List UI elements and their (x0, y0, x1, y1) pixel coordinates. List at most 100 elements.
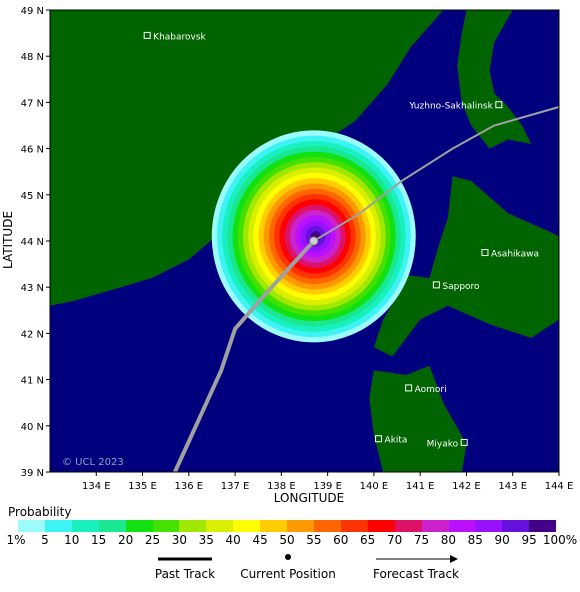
y-axis-title: LATITUDE (1, 211, 15, 269)
current-position-label: Current Position (240, 567, 336, 581)
probability-map: Khabarovsk Yuzhno-Sakhalinsk Asahikawa Sapp… (1, 6, 574, 505)
legend-swatch (529, 520, 557, 532)
city-marker (375, 435, 383, 443)
legend-label: 65 (360, 533, 376, 547)
legend-label: 30 (171, 533, 188, 547)
legend-label: 15 (91, 533, 107, 547)
legend-label: 1% (6, 533, 26, 547)
forecast-track-label: Forecast Track (373, 567, 459, 581)
legend-swatch (98, 520, 126, 532)
past-track-line (173, 239, 316, 473)
current-position-dot (309, 236, 319, 246)
city-marker (495, 101, 503, 109)
storm-track (173, 106, 560, 473)
legend-swatch (448, 520, 476, 532)
legend-label: 95 (521, 533, 537, 547)
city-markers: Khabarovsk Yuzhno-Sakhalinsk Asahikawa Sapp… (143, 31, 539, 449)
forecast-track-key: Forecast Track (366, 552, 466, 581)
lat-tick-label: 45 N (21, 191, 44, 202)
legend-swatch (287, 520, 314, 532)
legend-title: Probability (8, 505, 72, 519)
legend-label: 100% (542, 533, 578, 547)
lon-tick-label: 141 E (406, 481, 435, 492)
legend-swatch (152, 520, 180, 532)
city-label: Asahikawa (491, 250, 539, 260)
lat-tick-label: 48 N (21, 52, 44, 63)
lon-tick-label: 143 E (498, 481, 527, 492)
legend-swatch (394, 520, 422, 532)
city-label: Sapporo (442, 282, 480, 292)
lat-tick-label: 49 N (21, 6, 44, 17)
lon-tick-label: 134 E (82, 481, 111, 492)
legend-swatch (475, 520, 503, 532)
lat-tick-label: 43 N (21, 283, 44, 294)
legend-color-bar (18, 520, 557, 532)
lon-tick-label: 137 E (221, 481, 250, 492)
land-sakhalin (457, 10, 532, 149)
legend-label: 60 (333, 533, 349, 547)
lon-tick-label: 139 E (313, 481, 342, 492)
track-key: Past Track Current Position Forecast Tra… (0, 552, 580, 588)
legend-swatch (179, 520, 207, 532)
lon-tick-label: 138 E (267, 481, 296, 492)
forecast-arrow-icon (450, 555, 458, 563)
legend-swatch (340, 520, 368, 532)
legend-swatch (18, 520, 45, 532)
legend-swatch (313, 520, 341, 532)
legend-swatch (71, 520, 99, 532)
lon-tick-label: 144 E (545, 481, 574, 492)
legend-label: 10 (64, 533, 80, 547)
city-marker (481, 249, 489, 257)
legend-swatch (260, 520, 288, 532)
past-track-label: Past Track (154, 567, 216, 581)
legend-label: 25 (144, 533, 161, 547)
city-marker (143, 31, 151, 39)
legend-label: 40 (225, 533, 241, 547)
lat-tick-label: 39 N (21, 468, 44, 479)
lon-tick-label: 135 E (128, 481, 157, 492)
legend-swatch (367, 520, 395, 532)
legend-label: 45 (252, 533, 268, 547)
lat-tick-label: 44 N (21, 237, 44, 248)
lon-tick-label: 140 E (360, 481, 389, 492)
legend-label: 55 (306, 533, 322, 547)
lat-tick-label: 40 N (21, 422, 44, 433)
land-honshu (369, 365, 467, 472)
lat-tick-label: 47 N (21, 98, 44, 109)
city-marker (405, 384, 413, 392)
legend-swatch (233, 520, 261, 532)
watermark: © UCL 2023 (62, 457, 124, 468)
legend-swatch (206, 520, 234, 532)
legend-swatch (125, 520, 153, 532)
current-position-key: Current Position (236, 552, 340, 581)
legend-label: 50 (279, 533, 295, 547)
legend-label: 80 (440, 533, 457, 547)
legend-label: 20 (117, 533, 134, 547)
past-track-key: Past Track (150, 552, 220, 581)
city-label: Aomori (415, 385, 447, 395)
legend-swatch (421, 520, 449, 532)
probability-swath (211, 130, 416, 343)
lon-tick-label: 136 E (175, 481, 204, 492)
city-label: Khabarovsk (153, 32, 206, 42)
lat-tick-label: 46 N (21, 145, 44, 156)
legend-label: 85 (467, 533, 483, 547)
city-label: Miyako (427, 439, 459, 449)
current-position-dot-icon (285, 554, 291, 560)
legend-labels: 1% 5 10 15 20 25 30 35 40 45 50 55 60 65 70 75 80 85 90 95 1… (0, 533, 580, 549)
city-marker (460, 438, 468, 446)
x-axis-title: LONGITUDE (274, 491, 344, 505)
legend-label: 70 (386, 533, 403, 547)
lon-tick-label: 142 E (452, 481, 481, 492)
legend-label: 90 (494, 533, 510, 547)
map-panel: Khabarovsk Yuzhno-Sakhalinsk Asahikawa Sapp… (1, 6, 574, 505)
axis-ticks: 134 E 135 E 136 E 137 E 138 E 139 E 140 E 141 E… (21, 6, 574, 492)
lat-tick-label: 42 N (21, 329, 44, 340)
legend-swatch (44, 520, 72, 532)
legend-label: 5 (41, 533, 49, 547)
city-label: Yuzhno-Sakhalinsk (408, 102, 493, 112)
lat-tick-label: 41 N (21, 376, 44, 387)
legend-label: 75 (413, 533, 430, 547)
city-marker (432, 281, 440, 289)
land-hokkaido (373, 176, 559, 357)
